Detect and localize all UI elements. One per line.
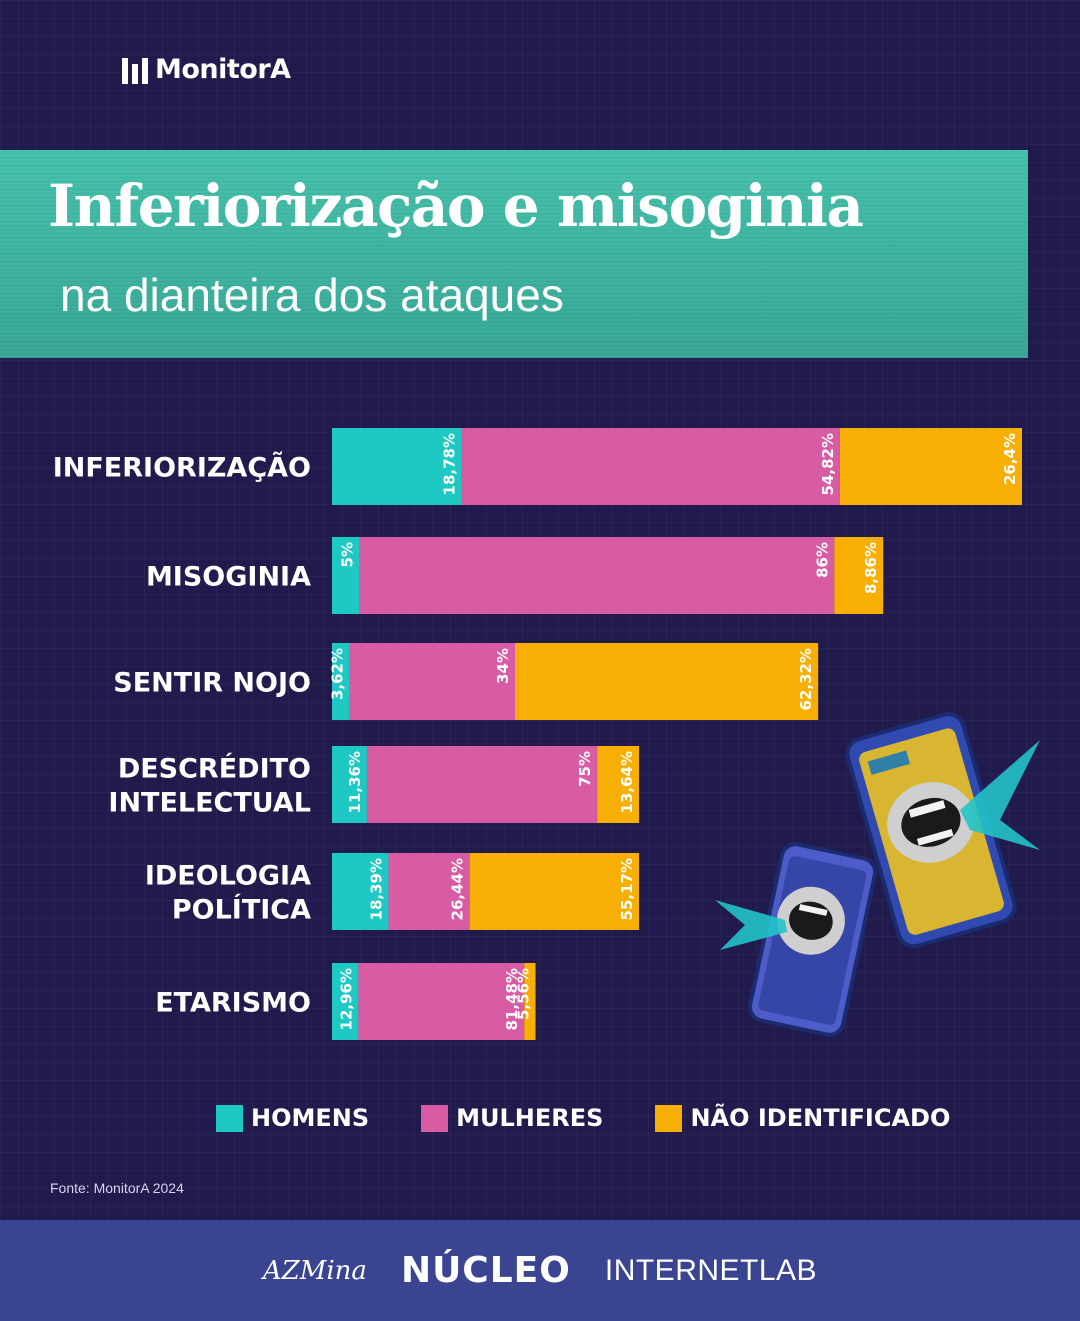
data-label: 5,56%: [515, 968, 533, 1020]
data-label: 86%: [813, 542, 831, 578]
data-label: 81,48%: [503, 968, 521, 1030]
footer-logos: AZMina NÚCLEO INTERNETLAB: [0, 1220, 1080, 1321]
legend-swatch-homens: [216, 1104, 243, 1132]
bar-segment: [839, 428, 1022, 505]
legend-item-homens: HOMENS: [216, 1104, 369, 1132]
source-note: Fonte: MonitorA 2024: [50, 1180, 184, 1196]
data-label: 18,39%: [367, 858, 385, 920]
bar-segment: [332, 853, 389, 930]
bar-segment: [597, 746, 640, 823]
legend-swatch-nao-identificado: [655, 1104, 683, 1132]
legend-label-homens: HOMENS: [251, 1104, 370, 1132]
data-label: 18,78%: [441, 433, 459, 495]
bar-segment: [366, 746, 598, 823]
data-label: 26,44%: [449, 858, 467, 920]
legend-label-nao-identificado: NÃO IDENTIFICADO: [690, 1104, 951, 1132]
legend: HOMENS MULHERES NÃO IDENTIFICADO: [216, 1104, 950, 1132]
data-label: 34%: [494, 648, 512, 684]
legend-item-nao-identificado: NÃO IDENTIFICADO: [655, 1104, 950, 1132]
bar-segment: [332, 746, 367, 823]
bar-segment: [332, 963, 359, 1040]
category-label: POLÍTICA: [172, 894, 311, 926]
category-label: MISOGINIA: [146, 562, 311, 593]
data-label: 54,82%: [819, 433, 837, 495]
legend-label-mulheres: MULHERES: [456, 1104, 604, 1132]
internetlab-logo: INTERNETLAB: [604, 1253, 818, 1287]
bar-segment: [349, 643, 516, 720]
bar-segment: [524, 963, 536, 1040]
data-label: 55,17%: [618, 858, 636, 920]
bar-segment: [332, 428, 462, 505]
category-label: INTELECTUAL: [108, 788, 311, 819]
monitora-logo: MonitorA: [122, 52, 291, 86]
data-label: 5%: [339, 542, 357, 567]
bar-segment: [332, 643, 350, 720]
legend-swatch-mulheres: [421, 1104, 449, 1132]
data-label: 62,32%: [797, 648, 815, 710]
stacked-bar-chart: INFERIORIZAÇÃO 18,78% 54,82% 26,4% MISOGINIA…: [53, 428, 1022, 1040]
data-label: 26,4%: [1001, 433, 1019, 485]
category-label: INFERIORIZAÇÃO: [53, 452, 311, 484]
bar-segment: [461, 428, 840, 505]
page-title: Inferiorização e misoginia: [48, 172, 864, 240]
bars-icon: [122, 54, 148, 84]
data-label: 11,36%: [346, 751, 364, 813]
category-label: DESCRÉDITO: [118, 753, 311, 785]
data-label: 8,86%: [862, 542, 880, 594]
bar-segment: [834, 537, 884, 614]
data-label: 75%: [576, 751, 594, 787]
nucleo-logo: NÚCLEO: [400, 1250, 571, 1291]
legend-item-mulheres: MULHERES: [421, 1104, 603, 1132]
bar-segment: [515, 643, 819, 720]
bar-segment: [332, 537, 360, 614]
title-banner: [0, 150, 1028, 358]
phone-mouth-illustration-icon: [715, 842, 878, 1037]
azmina-logo: AZMina: [262, 1255, 367, 1286]
data-label: 12,96%: [337, 968, 355, 1030]
bar-segment: [469, 853, 640, 930]
bar-segment: [388, 853, 470, 930]
data-label: 13,64%: [618, 751, 636, 813]
bar-segment: [359, 537, 835, 614]
category-label: SENTIR NOJO: [113, 668, 311, 699]
brand-name: MonitorA: [155, 53, 291, 85]
category-label: IDEOLOGIA: [145, 861, 311, 892]
data-label: 3,62%: [329, 648, 347, 700]
category-label: ETARISMO: [155, 988, 311, 1019]
page-subtitle: na dianteira dos ataques: [60, 269, 564, 321]
phone-mouth-illustration-icon: [845, 712, 1040, 949]
bar-segment: [358, 963, 525, 1040]
